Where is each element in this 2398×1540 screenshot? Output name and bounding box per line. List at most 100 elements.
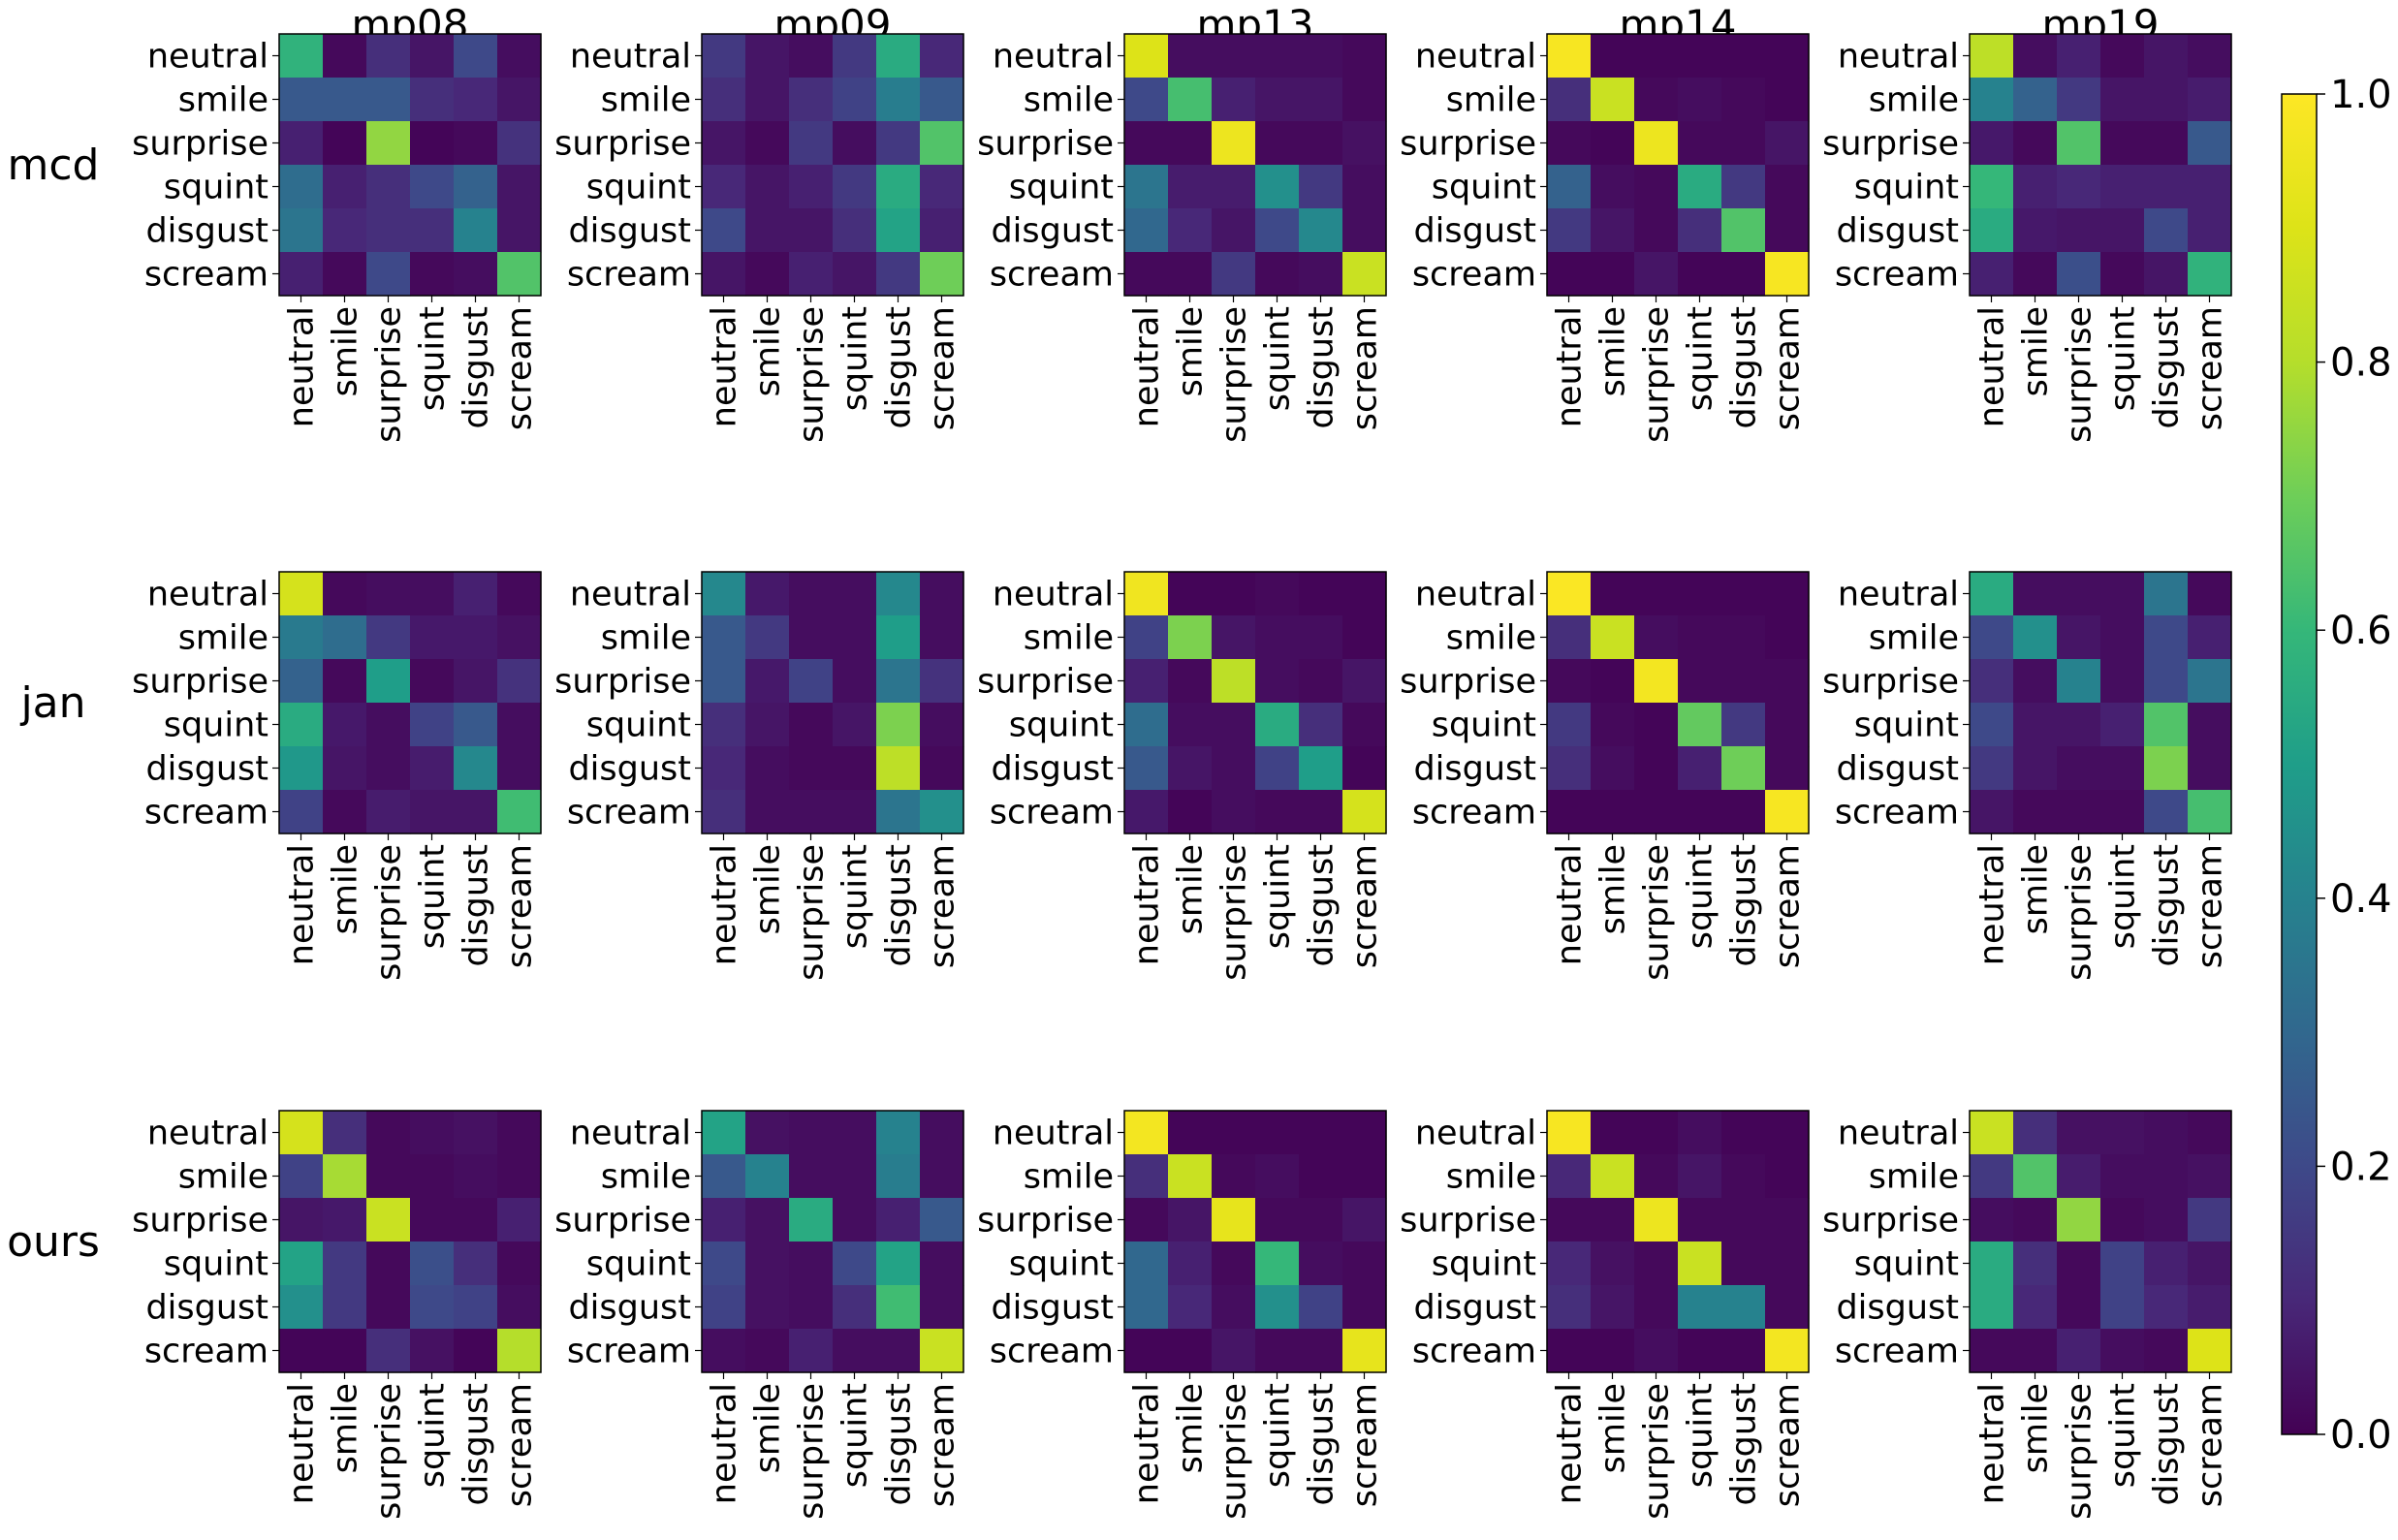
x-tick-label-squint: squint: [1682, 306, 1720, 411]
heatmap-cell-scream-neutral: [702, 1329, 746, 1373]
heatmap-cell-scream-squint: [410, 790, 455, 834]
panel-frame: [701, 1110, 964, 1373]
heatmap-cell-neutral-squint: [1255, 572, 1300, 616]
heatmap-cell-surprise-neutral: [1124, 1198, 1169, 1242]
heatmap-cell-smile-disgust: [2144, 78, 2189, 122]
x-tick-label-surprise: surprise: [2061, 306, 2099, 443]
heatmap-cell-disgust-smile: [1591, 746, 1635, 791]
y-tick-label-disgust: disgust: [568, 750, 691, 789]
panel-frame: [1546, 571, 1810, 834]
panel-ours-mp08: neutralsmilesurprisesquintdisgustscreamn…: [132, 1110, 542, 1520]
heatmap-cell-neutral-neutral: [702, 572, 746, 616]
heatmap-cell-smile-scream: [497, 78, 542, 122]
heatmap-cell-disgust-surprise: [2057, 1285, 2101, 1330]
colorbar-tick-label: 0.0: [2330, 1413, 2392, 1458]
heatmap-cell-disgust-neutral: [1970, 208, 2014, 253]
heatmap-cell-surprise-scream: [1765, 659, 1810, 704]
heatmap-cell-smile-smile: [1591, 615, 1635, 660]
y-tick-label-neutral: neutral: [570, 576, 691, 614]
heatmap-cell-squint-surprise: [789, 703, 834, 747]
heatmap-cell-disgust-smile: [323, 1285, 367, 1330]
heatmap-cell-neutral-neutral: [702, 1111, 746, 1155]
heatmap-cell-smile-neutral: [279, 1154, 324, 1199]
x-tick-label-disgust: disgust: [1725, 844, 1764, 967]
y-tick-label-neutral: neutral: [147, 38, 268, 77]
panel-mcd-mp08: mp08neutralsmilesurprisesquintdisgustscr…: [132, 1, 542, 443]
heatmap-cell-squint-neutral: [702, 703, 746, 747]
x-tick-label-smile: smile: [749, 1383, 788, 1473]
heatmap-cell-surprise-squint: [410, 121, 455, 166]
heatmap-cell-neutral-disgust: [1299, 34, 1343, 79]
y-tick-label-disgust: disgust: [1836, 1289, 1959, 1328]
heatmap-cell-neutral-surprise: [1212, 572, 1256, 616]
heatmap-cell-smile-surprise: [1212, 1154, 1256, 1199]
heatmap-cell-neutral-smile: [745, 572, 790, 616]
heatmap-cell-neutral-scream: [497, 1111, 542, 1155]
panel-frame: [701, 571, 964, 834]
y-tick-label-smile: smile: [1869, 81, 1959, 120]
heatmap-cell-disgust-disgust: [876, 208, 921, 253]
heatmap-cell-squint-neutral: [1547, 1241, 1592, 1286]
heatmap-cell-squint-scream: [920, 1241, 964, 1286]
y-tick-label-smile: smile: [178, 81, 268, 120]
heatmap-cell-squint-neutral: [1124, 703, 1169, 747]
y-tick-label-neutral: neutral: [993, 1115, 1114, 1153]
heatmap-cell-disgust-surprise: [366, 1285, 411, 1330]
y-tick-label-surprise: surprise: [1822, 1202, 1959, 1241]
heatmap-cell-surprise-neutral: [1970, 121, 2014, 166]
y-tick-label-smile: smile: [178, 1158, 268, 1197]
heatmap-cell-surprise-surprise: [1634, 659, 1679, 704]
panel-ours-mp19: neutralsmilesurprisesquintdisgustscreamn…: [1822, 1110, 2232, 1520]
heatmap-cell-surprise-surprise: [1634, 1198, 1679, 1242]
heatmap-cell-scream-neutral: [1547, 790, 1592, 834]
heatmap-cell-scream-surprise: [789, 790, 834, 834]
y-tick-label-scream: scream: [1412, 1333, 1536, 1371]
heatmap-cell-scream-smile: [2013, 1329, 2058, 1373]
heatmap-cell-neutral-surprise: [1212, 34, 1256, 79]
heatmap-cell-smile-scream: [2188, 615, 2232, 660]
heatmap-cell-scream-neutral: [279, 252, 324, 297]
heatmap-cell-scream-squint: [833, 252, 877, 297]
y-tick-label-surprise: surprise: [554, 663, 691, 702]
x-tick-label-scream: scream: [501, 306, 540, 430]
heatmap-cell-surprise-smile: [2013, 121, 2058, 166]
y-tick-label-surprise: surprise: [1400, 663, 1536, 702]
panel-frame: [278, 571, 542, 834]
y-tick-label-neutral: neutral: [570, 38, 691, 77]
y-tick-label-scream: scream: [144, 256, 268, 295]
heatmap-cell-surprise-neutral: [702, 659, 746, 704]
heatmap-cell-surprise-smile: [745, 1198, 790, 1242]
heatmap-cell-disgust-smile: [1168, 1285, 1213, 1330]
x-tick-label-neutral: neutral: [706, 844, 744, 965]
heatmap-cell-scream-disgust: [454, 1329, 498, 1373]
heatmap-cell-smile-disgust: [454, 615, 498, 660]
heatmap-cell-smile-neutral: [1970, 615, 2014, 660]
heatmap-cell-smile-surprise: [366, 615, 411, 660]
heatmap-cell-disgust-surprise: [1634, 746, 1679, 791]
heatmap-cell-squint-squint: [410, 703, 455, 747]
y-tick-label-surprise: surprise: [977, 663, 1114, 702]
x-tick-label-surprise: surprise: [1638, 306, 1677, 443]
heatmap-cell-smile-disgust: [1721, 615, 1766, 660]
heatmap-cell-squint-smile: [1168, 165, 1213, 209]
heatmap-cell-surprise-scream: [920, 121, 964, 166]
heatmap-cell-neutral-disgust: [1721, 572, 1766, 616]
heatmap-cell-scream-disgust: [454, 790, 498, 834]
heatmap-cell-scream-smile: [745, 1329, 790, 1373]
heatmap-cell-smile-smile: [323, 78, 367, 122]
heatmap-cell-scream-neutral: [1547, 1329, 1592, 1373]
heatmap-cell-squint-surprise: [789, 1241, 834, 1286]
x-tick-label-smile: smile: [1172, 1383, 1211, 1473]
heatmap-cell-surprise-smile: [745, 659, 790, 704]
heatmap-cell-smile-scream: [920, 1154, 964, 1199]
y-tick-label-surprise: surprise: [132, 663, 268, 702]
x-tick-label-neutral: neutral: [1551, 844, 1590, 965]
heatmap-cell-squint-squint: [833, 1241, 877, 1286]
colorbar-tick-label: 1.0: [2330, 73, 2392, 117]
y-tick-label-squint: squint: [1009, 169, 1114, 207]
heatmap-cell-neutral-squint: [1255, 1111, 1300, 1155]
heatmap-cell-surprise-neutral: [1124, 121, 1169, 166]
heatmap-cell-smile-smile: [2013, 1154, 2058, 1199]
heatmap-cell-disgust-scream: [1765, 208, 1810, 253]
